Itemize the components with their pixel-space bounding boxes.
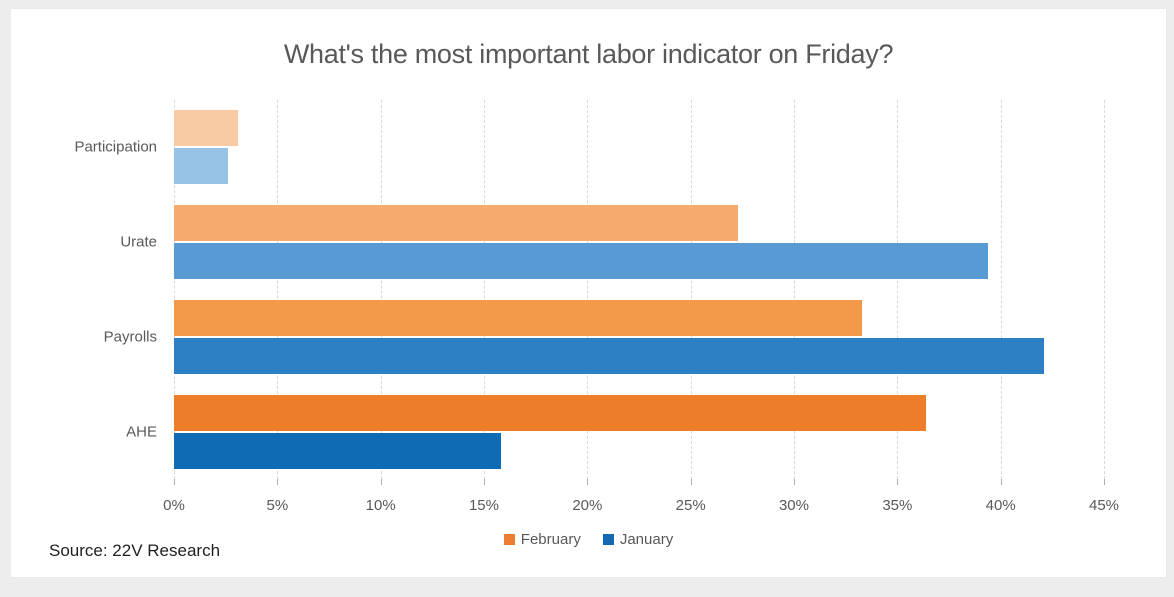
chart-panel: What's the most important labor indicato… xyxy=(10,8,1167,578)
bar-group xyxy=(174,384,1104,479)
category-label: Payrolls xyxy=(103,328,157,346)
value-axis: 0% 5% 10% 15% 20% 25% 30% 35% 40% 45% xyxy=(163,497,1119,517)
axis-tick xyxy=(690,479,692,485)
bar-january-payrolls xyxy=(174,337,1045,374)
gridline xyxy=(380,100,382,479)
legend-swatch-january xyxy=(602,534,614,545)
category-label: Participation xyxy=(74,138,157,156)
axis-tick xyxy=(793,479,795,485)
gridline xyxy=(1104,100,1105,479)
legend-item-february: February xyxy=(503,531,581,548)
bar-february-urate xyxy=(174,205,739,242)
source-note: Source: 22V Research xyxy=(49,541,221,560)
gridline xyxy=(174,100,175,479)
gridline xyxy=(897,100,899,479)
x-tick-label: 5% xyxy=(266,497,289,514)
gridline xyxy=(793,100,795,479)
axis-tick xyxy=(897,479,899,485)
bar-group xyxy=(174,195,1104,290)
axis-tick xyxy=(1000,479,1002,485)
bar-february-participation xyxy=(174,110,239,147)
axis-tick xyxy=(483,479,485,485)
axis-tick xyxy=(174,479,175,485)
category-label: AHE xyxy=(126,423,157,441)
axis-tick xyxy=(587,479,589,485)
bar-january-participation xyxy=(174,148,228,185)
bar-january-ahe xyxy=(174,432,501,469)
legend-item-january: January xyxy=(602,531,674,548)
bar-february-ahe xyxy=(174,394,927,431)
x-tick-label: 35% xyxy=(882,497,913,514)
x-tick-label: 45% xyxy=(1088,497,1120,514)
bar-february-payrolls xyxy=(174,299,863,336)
category-axis: Participation Urate Payrolls AHE xyxy=(11,100,157,479)
legend-label: January xyxy=(619,531,674,548)
gridline xyxy=(1000,100,1002,479)
bar-group xyxy=(174,290,1104,385)
axis-tick xyxy=(1104,479,1105,485)
x-tick-label: 15% xyxy=(468,497,499,514)
gridline xyxy=(690,100,692,479)
axis-tick xyxy=(380,479,382,485)
gridline xyxy=(277,100,279,479)
legend-label: February xyxy=(520,531,581,548)
legend-swatch-february xyxy=(503,534,515,545)
chart-title: What's the most important labor indicato… xyxy=(283,39,894,69)
x-tick-label: 25% xyxy=(675,497,706,514)
x-tick-label: 20% xyxy=(572,497,603,514)
gridline xyxy=(587,100,589,479)
gridline xyxy=(483,100,485,479)
x-tick-label: 40% xyxy=(985,497,1016,514)
category-label: Urate xyxy=(120,233,157,251)
plot-area xyxy=(174,100,1105,485)
x-tick-label: 0% xyxy=(163,497,185,514)
legend: February January xyxy=(11,531,1166,548)
x-tick-label: 10% xyxy=(365,497,396,514)
axis-tick xyxy=(277,479,279,485)
bar-group xyxy=(174,100,1104,195)
bar-january-urate xyxy=(174,243,989,280)
x-tick-label: 30% xyxy=(778,497,809,514)
